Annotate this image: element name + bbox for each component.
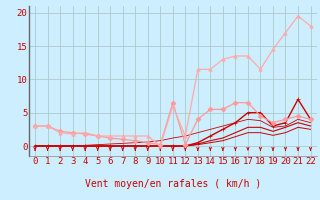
X-axis label: Vent moyen/en rafales ( km/h ): Vent moyen/en rafales ( km/h ) xyxy=(85,179,261,189)
